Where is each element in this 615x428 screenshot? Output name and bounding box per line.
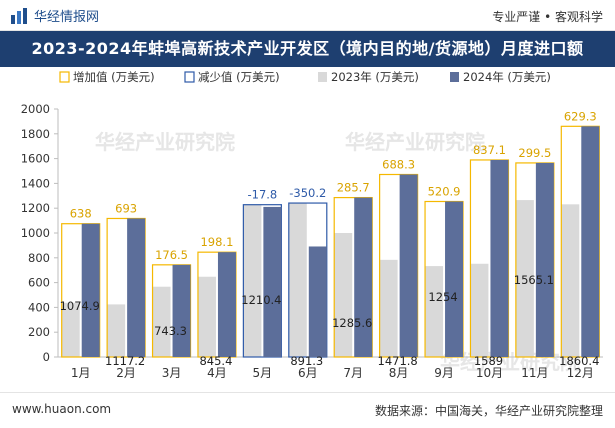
y-tick-label: 1800 bbox=[21, 127, 50, 141]
bar-2023 bbox=[470, 263, 489, 357]
top-bar: 华经情报网 专业严谨 • 客观科学 bbox=[0, 0, 615, 31]
change-label: 198.1 bbox=[200, 235, 233, 249]
legend-label: 减少值 (万美元) bbox=[198, 70, 280, 84]
value-label-2024: 1471.8 bbox=[378, 354, 418, 368]
bar-2024 bbox=[127, 218, 146, 357]
value-label-2024: 1117.2 bbox=[105, 354, 145, 368]
change-label: 693 bbox=[115, 201, 137, 215]
bar-2023 bbox=[334, 233, 353, 357]
legend-label: 2024年 (万美元) bbox=[463, 70, 551, 84]
bar-2024 bbox=[354, 197, 373, 357]
x-tick-label: 3月 bbox=[162, 366, 182, 380]
value-label-2024: 1254 bbox=[428, 290, 457, 304]
x-tick-label: 1月 bbox=[71, 366, 91, 380]
x-tick-label: 10月 bbox=[476, 366, 503, 380]
bar-2024 bbox=[263, 206, 282, 357]
tagline: 专业严谨 • 客观科学 bbox=[492, 10, 603, 24]
bar-2024 bbox=[581, 126, 600, 357]
bar-2023 bbox=[379, 259, 398, 357]
bar-2023 bbox=[197, 276, 216, 357]
bar-2023 bbox=[288, 203, 307, 357]
y-tick-label: 800 bbox=[28, 251, 50, 265]
chart-area: 华经产业研究院 华经产业研究院 华经产业研究院 增加值 (万美元) 减少值 (万美元) 2… bbox=[0, 67, 615, 389]
value-label-2024: 1285.6 bbox=[332, 316, 372, 330]
y-tick-label: 200 bbox=[28, 325, 50, 339]
y-tick-label: 1200 bbox=[21, 201, 50, 215]
y-tick-label: 0 bbox=[43, 350, 50, 364]
bar-2024 bbox=[308, 246, 327, 357]
data-source: 数据来源：中国海关，华经产业研究院整理 bbox=[374, 404, 603, 418]
legend-swatch-2024 bbox=[450, 72, 459, 82]
change-label: 299.5 bbox=[518, 146, 551, 160]
value-label-2024: 891.3 bbox=[290, 354, 323, 368]
legend-swatch-2023 bbox=[318, 72, 327, 82]
y-tick-label: 1000 bbox=[21, 226, 50, 240]
change-label: 688.3 bbox=[382, 157, 415, 171]
bar-2023 bbox=[515, 200, 534, 357]
x-tick-label: 8月 bbox=[389, 366, 409, 380]
footer: www.huaon.com 数据来源：中国海关，华经产业研究院整理 bbox=[0, 392, 615, 428]
change-label: 837.1 bbox=[473, 143, 506, 157]
value-label-2024: 743.3 bbox=[154, 324, 187, 338]
brand-logo-icon bbox=[11, 7, 27, 24]
watermark-text: 华经产业研究院 bbox=[95, 130, 235, 154]
bar-2024 bbox=[217, 252, 236, 357]
x-tick-label: 4月 bbox=[207, 366, 227, 380]
bar-2023 bbox=[243, 204, 262, 357]
legend-label: 增加值 (万美元) bbox=[73, 70, 155, 84]
value-label-2024: 1565.1 bbox=[514, 273, 554, 287]
brand[interactable]: 华经情报网 bbox=[10, 6, 99, 25]
change-label: 520.9 bbox=[428, 185, 461, 199]
change-label: 285.7 bbox=[337, 181, 370, 195]
bar-2023 bbox=[107, 304, 126, 357]
change-label: 176.5 bbox=[155, 248, 188, 262]
value-label-2024: 845.4 bbox=[199, 354, 232, 368]
bar-2024 bbox=[399, 174, 418, 357]
change-label: 638 bbox=[70, 207, 92, 221]
bar-2024 bbox=[172, 264, 191, 357]
bar-2024 bbox=[490, 159, 509, 357]
value-label-2024: 1589 bbox=[474, 354, 503, 368]
bar-2023 bbox=[152, 286, 171, 357]
brand-name: 华经情报网 bbox=[34, 10, 100, 25]
x-tick-label: 2月 bbox=[116, 366, 136, 380]
y-tick-label: 1600 bbox=[21, 152, 50, 166]
y-tick-label: 400 bbox=[28, 300, 50, 314]
x-tick-label: 5月 bbox=[253, 366, 273, 380]
x-tick-label: 7月 bbox=[343, 366, 363, 380]
chart-title: 2023-2024年蚌埠高新技术产业开发区（境内目的地/货源地）月度进口额 bbox=[31, 39, 584, 58]
value-label-2024: 1860.4 bbox=[559, 354, 599, 368]
bar-2023 bbox=[61, 302, 80, 357]
watermark-text: 华经产业研究院 bbox=[345, 130, 485, 154]
value-label-2024: 1210.4 bbox=[241, 293, 281, 307]
x-tick-label: 9月 bbox=[434, 366, 454, 380]
bar-2023 bbox=[425, 266, 444, 357]
x-tick-label: 11月 bbox=[521, 366, 548, 380]
value-label-2024: 1074.9 bbox=[60, 299, 100, 313]
bar-2024 bbox=[535, 162, 554, 357]
change-label: 629.3 bbox=[564, 109, 597, 123]
x-tick-label: 6月 bbox=[298, 366, 318, 380]
x-tick-label: 12月 bbox=[567, 366, 594, 380]
legend-label: 2023年 (万美元) bbox=[331, 70, 419, 84]
bar-2024 bbox=[81, 223, 100, 357]
y-tick-label: 2000 bbox=[21, 102, 50, 116]
y-tick-label: 1400 bbox=[21, 176, 50, 190]
bar-2024 bbox=[445, 201, 464, 357]
website-link[interactable]: www.huaon.com bbox=[12, 402, 112, 416]
bar-2023 bbox=[561, 204, 580, 357]
legend-swatch-decrease bbox=[184, 71, 195, 83]
change-label: -17.8 bbox=[247, 188, 277, 202]
title-bar: 2023-2024年蚌埠高新技术产业开发区（境内目的地/货源地）月度进口额 bbox=[0, 31, 615, 67]
change-label: -350.2 bbox=[289, 186, 326, 200]
y-tick-label: 600 bbox=[28, 276, 50, 290]
legend-swatch-increase bbox=[59, 71, 70, 83]
